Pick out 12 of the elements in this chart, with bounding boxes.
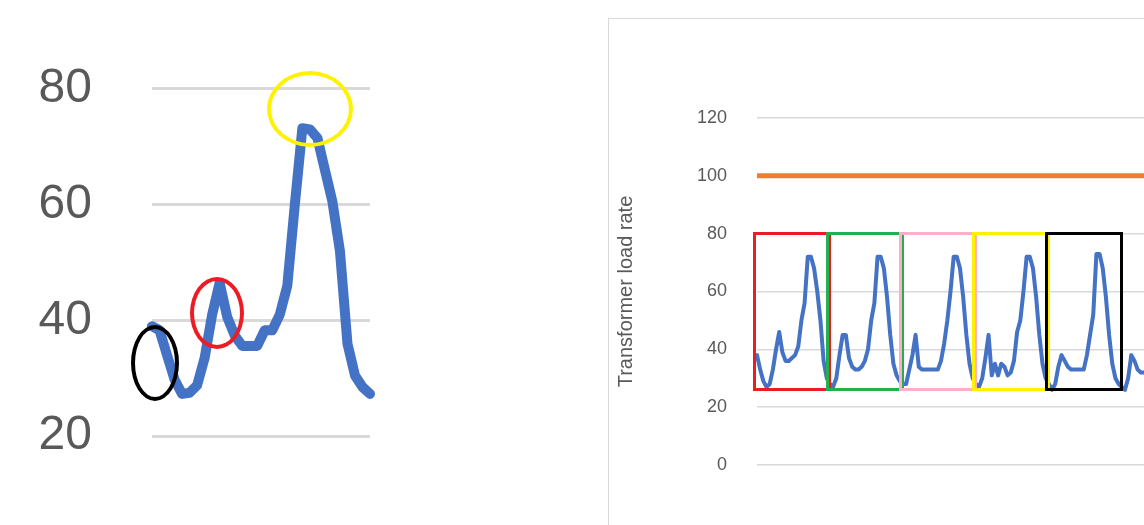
y-tick-label: 80 — [706, 222, 727, 243]
y-tick-label: 20 — [38, 406, 92, 460]
y-tick-label: 40 — [38, 290, 92, 344]
y-tick-label: 120 — [696, 106, 727, 127]
y-tick-label: 60 — [706, 280, 727, 301]
y-tick-label: 100 — [696, 164, 727, 185]
y-tick-label: 60 — [38, 174, 92, 228]
y-tick-label: 0 — [716, 453, 727, 474]
y-axis-title: Transformer load rate — [613, 195, 636, 388]
y-tick-label: 80 — [38, 59, 92, 113]
y-tick-label: 40 — [706, 338, 727, 359]
y-tick-label: 20 — [706, 396, 727, 417]
